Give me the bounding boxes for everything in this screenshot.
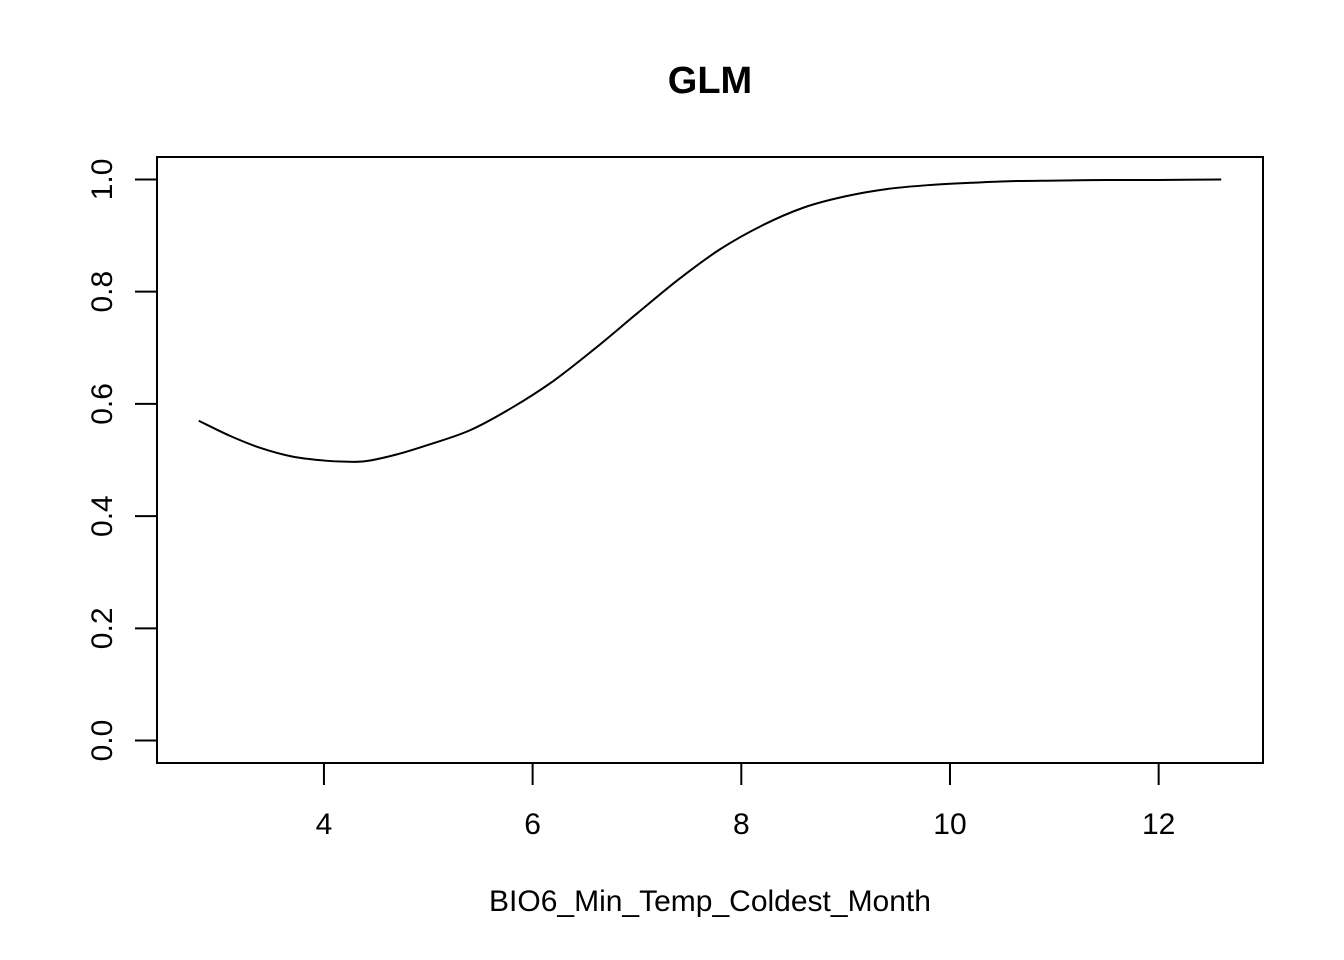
chart-title: GLM — [668, 60, 752, 102]
y-tick-label: 0.0 — [86, 720, 119, 762]
x-tick-label: 4 — [316, 808, 333, 841]
x-tick-label: 8 — [733, 808, 750, 841]
x-tick-label: 10 — [933, 808, 966, 841]
y-axis: 0.0 0.2 0.4 0.6 0.8 1.0 — [86, 159, 158, 762]
x-tick-label: 12 — [1142, 808, 1175, 841]
y-tick-label: 0.2 — [86, 607, 119, 649]
y-tick-label: 0.8 — [86, 271, 119, 313]
y-tick-label: 0.4 — [86, 495, 119, 537]
y-tick-label: 0.6 — [86, 383, 119, 425]
x-axis: 4 6 8 10 12 — [316, 762, 1175, 841]
series-line — [198, 178, 1222, 463]
y-tick-label: 1.0 — [86, 159, 119, 201]
x-axis-label: BIO6_Min_Temp_Coldest_Month — [489, 885, 931, 918]
x-tick-label: 6 — [524, 808, 541, 841]
